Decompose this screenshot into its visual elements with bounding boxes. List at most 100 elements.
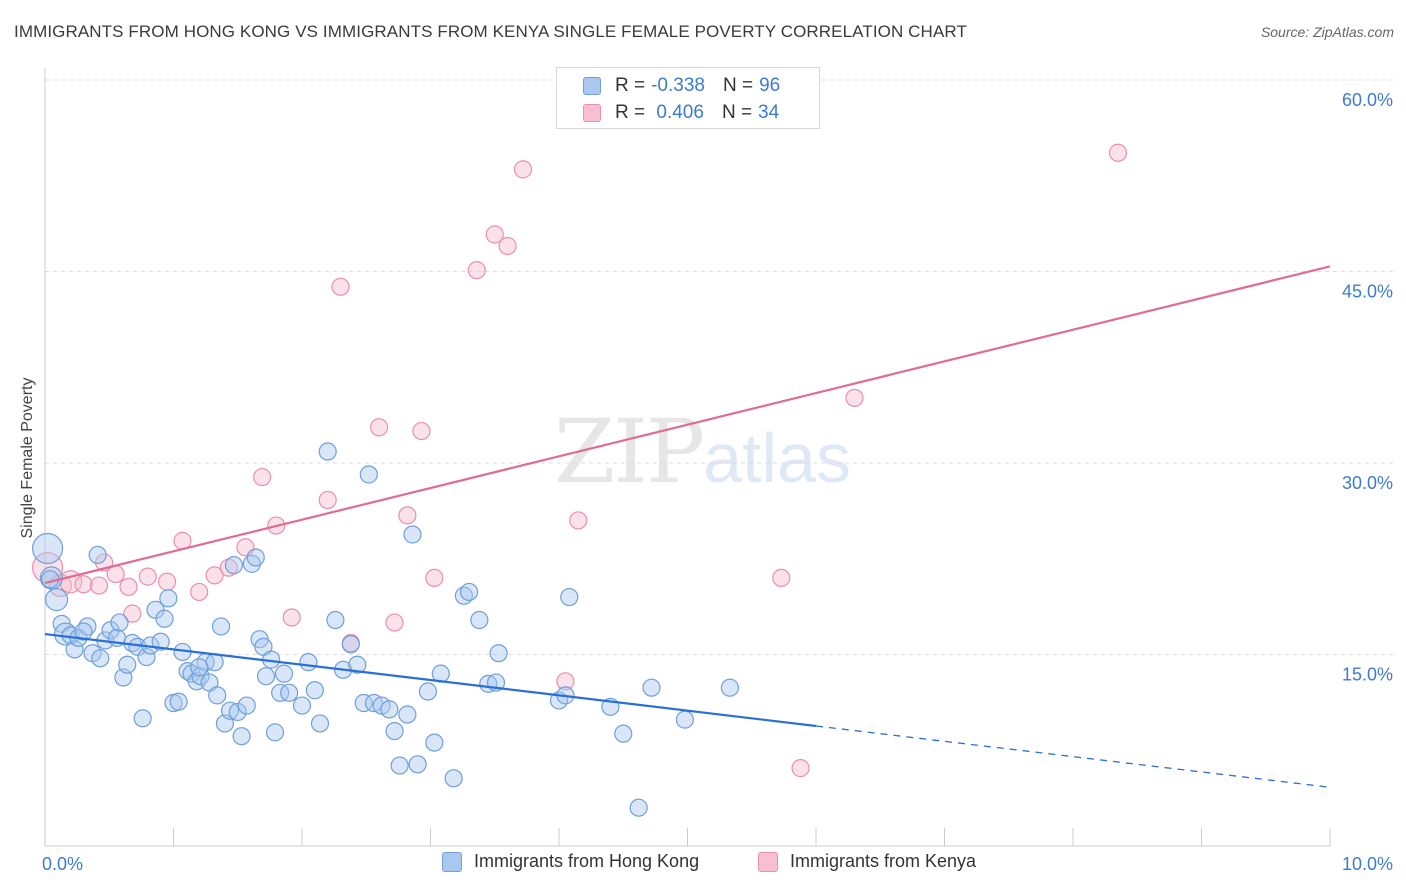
kenya-point [190, 582, 209, 602]
trend-lines [44, 265, 1331, 788]
hongkong-point [31, 532, 64, 565]
bottom-legend-kenya: Immigrants from Kenya [758, 851, 976, 872]
hongkong-point [341, 635, 360, 654]
kenya-point [74, 575, 93, 594]
hongkong-point [292, 696, 312, 715]
legend-swatch-kenya [583, 104, 601, 122]
hongkong-point [232, 727, 251, 746]
hongkong-point [425, 733, 444, 752]
kenya-point [425, 568, 444, 588]
hongkong-point [326, 610, 345, 630]
hongkong-point [675, 710, 695, 729]
hongkong-point [190, 658, 209, 677]
hongkong-point [208, 686, 227, 705]
hongkong-point [459, 582, 479, 602]
hongkong-point [444, 769, 463, 788]
hongkong-point [348, 655, 367, 674]
hongkong-point [274, 664, 294, 683]
hongkong-point [265, 723, 285, 742]
kenya-points [31, 143, 1128, 778]
hongkong-point [418, 682, 438, 701]
hongkong-point [133, 709, 152, 728]
hongkong-point [299, 653, 318, 672]
kenya-trend-line [44, 265, 1331, 585]
bottom-legend-hongkong: Immigrants from Hong Kong [442, 851, 699, 872]
hongkong-point [354, 693, 373, 713]
hongkong-point [720, 678, 740, 697]
kenya-point [772, 568, 791, 588]
kenya-point [370, 418, 389, 437]
hongkong-point [246, 548, 265, 567]
kenya-point [467, 261, 486, 280]
hongkong-point [237, 696, 256, 715]
hongkong-point [53, 622, 78, 646]
hongkong-point [220, 701, 240, 720]
kenya-point [398, 506, 417, 525]
hongkong-point [137, 647, 156, 667]
hongkong-point [110, 613, 129, 632]
hongkong-point [642, 678, 661, 697]
hongkong-point [118, 655, 137, 674]
kenya-point [791, 759, 810, 778]
x-tick-label: 0.0% [42, 854, 83, 874]
hongkong-point [74, 622, 93, 641]
hongkong-point [65, 640, 84, 659]
legend-swatch-hongkong [583, 77, 601, 95]
legend-r-value: -0.338 [651, 75, 705, 96]
hongkong-point [318, 442, 337, 461]
kenya-point [282, 608, 301, 627]
hongkong-trend-extension [815, 725, 1331, 788]
legend-row-kenya: R = 0.406 N = 34 [583, 100, 779, 126]
hongkong-point [159, 589, 178, 608]
legend-r-label: R = [615, 75, 646, 96]
y-tick-label: 30.0% [1342, 473, 1393, 493]
kenya-point [253, 467, 272, 487]
bottom-legend-swatch-kenya [758, 851, 778, 872]
kenya-point [513, 160, 533, 179]
bottom-legend-label-hongkong: Immigrants from Hong Kong [474, 851, 700, 871]
hongkong-point [44, 588, 69, 612]
hongkong-point [408, 755, 427, 774]
hongkong-point [224, 556, 243, 575]
hongkong-point [403, 525, 422, 544]
source-credit: Source: ZipAtlas.com [1260, 24, 1394, 40]
kenya-point [556, 672, 575, 691]
legend-row-hongkong: R = -0.338 N = 96 [583, 73, 780, 99]
hongkong-point [228, 702, 247, 722]
hongkong-point [256, 667, 276, 686]
kenya-point [412, 421, 431, 441]
legend-r-value: 0.406 [651, 102, 704, 123]
hongkong-point [629, 798, 648, 817]
bottom-legend-label-kenya: Immigrants from Kenya [790, 851, 977, 871]
hongkong-point [380, 700, 399, 719]
hongkong-point [155, 609, 174, 628]
kenya-point [123, 604, 142, 623]
legend-r-label: R = [615, 102, 646, 123]
hongkong-point [310, 714, 330, 733]
tick-labels: 15.0% 30.0% 45.0% 60.0% 0.0% 10.0% [42, 90, 1393, 874]
legend-n-value: 96 [759, 75, 781, 96]
kenya-point [845, 388, 864, 407]
chart-title: IMMIGRANTS FROM HONG KONG VS IMMIGRANTS … [14, 22, 967, 41]
hongkong-point [211, 617, 231, 636]
hongkong-point [91, 649, 110, 668]
kenya-point [89, 576, 109, 595]
kenya-point [205, 566, 224, 585]
y-tick-label: 60.0% [1342, 90, 1393, 110]
kenya-point [498, 236, 517, 256]
hongkong-point [151, 632, 170, 651]
hongkong-point [390, 756, 409, 775]
legend-n-value: 34 [758, 102, 780, 123]
x-tick-label: 10.0% [1342, 854, 1393, 874]
kenya-point [318, 490, 337, 510]
watermark-atlas: atlas [703, 419, 851, 497]
hongkong-point [169, 692, 188, 711]
axes [44, 68, 1331, 847]
stats-legend: R = -0.338 N = 96 R = 0.406 N = 34 [556, 67, 820, 129]
hongkong-point [88, 545, 107, 565]
kenya-point [331, 277, 350, 296]
kenya-point [569, 511, 588, 530]
hongkong-point [470, 610, 489, 630]
hongkong-point [385, 721, 404, 741]
